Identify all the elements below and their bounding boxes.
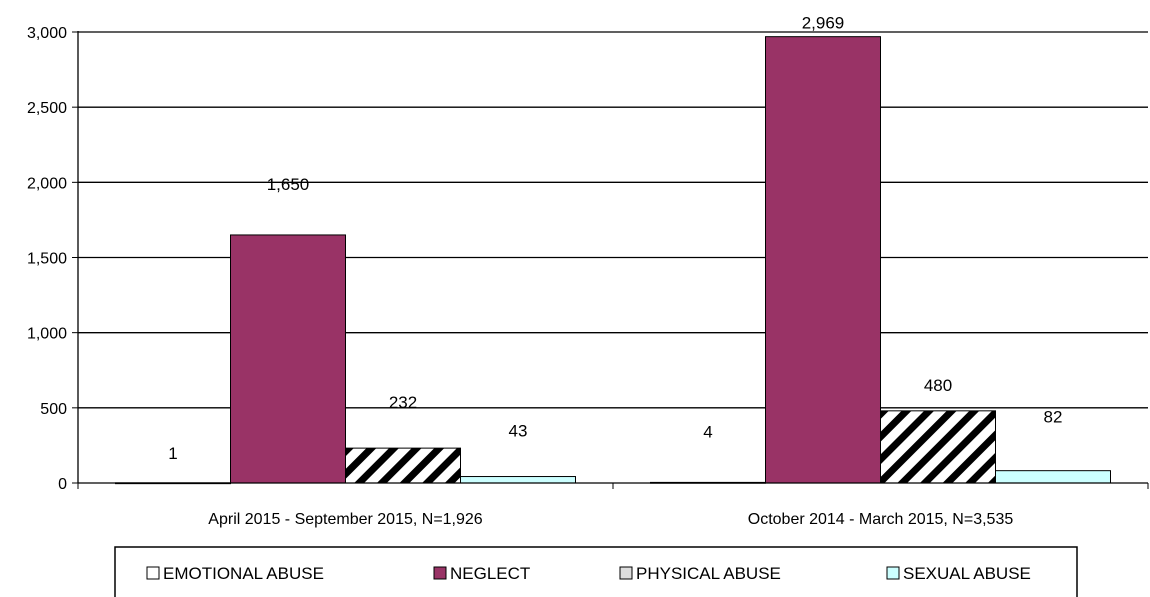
data-labels: 1 4 1,650 2,969 232 480 43 82 [168, 14, 1062, 463]
legend-swatch-physical-abuse [619, 566, 633, 580]
bar-physical-abuse [880, 410, 996, 484]
bar-value-label: 4 [703, 422, 712, 441]
bar-value-label: 1 [168, 444, 177, 463]
legend-box [114, 546, 1078, 597]
y-tick-label: 500 [40, 401, 67, 418]
x-category-label: April 2015 - September 2015, N=1,926 [208, 511, 483, 528]
legend-swatch-neglect [433, 566, 447, 580]
y-tick-label: 0 [58, 476, 67, 493]
legend-label: EMOTIONAL ABUSE [163, 564, 324, 583]
legend-swatch-emotional-abuse [146, 566, 160, 580]
y-tick-label: 2,000 [27, 175, 67, 192]
bar-physical-abuse [345, 447, 461, 484]
bar-neglect [765, 36, 881, 484]
bar-value-label: 480 [924, 376, 952, 395]
bar-value-label: 82 [1044, 408, 1063, 427]
bar-value-label: 43 [509, 422, 528, 441]
bar-sexual-abuse [995, 470, 1111, 484]
y-tick-label: 2,500 [27, 100, 67, 117]
legend-label: PHYSICAL ABUSE [636, 564, 781, 583]
bar-value-label: 2,969 [802, 14, 845, 33]
y-tick-label: 3,000 [27, 25, 67, 42]
legend-swatch-sexual-abuse [886, 566, 900, 580]
x-axis-category-labels: April 2015 - September 2015, N=1,926 Octo… [208, 511, 1013, 528]
x-category-label: October 2014 - March 2015, N=3,535 [748, 511, 1014, 528]
bar-neglect [230, 234, 346, 484]
axes [77, 31, 1149, 489]
bar-sexual-abuse [460, 476, 576, 484]
legend: EMOTIONAL ABUSE NEGLECT PHYSICAL ABUSE SEXU… [114, 546, 1078, 597]
bar-value-label: 232 [389, 393, 417, 412]
bars [115, 36, 1111, 485]
bar-value-label: 1,650 [267, 175, 310, 194]
y-tick-label: 1,000 [27, 326, 67, 343]
y-tick-label: 1,500 [27, 251, 67, 268]
y-axis-ticks: 0 500 1,000 1,500 2,000 2,500 3,000 [27, 25, 78, 493]
legend-label: NEGLECT [450, 564, 530, 583]
legend-label: SEXUAL ABUSE [903, 564, 1031, 583]
